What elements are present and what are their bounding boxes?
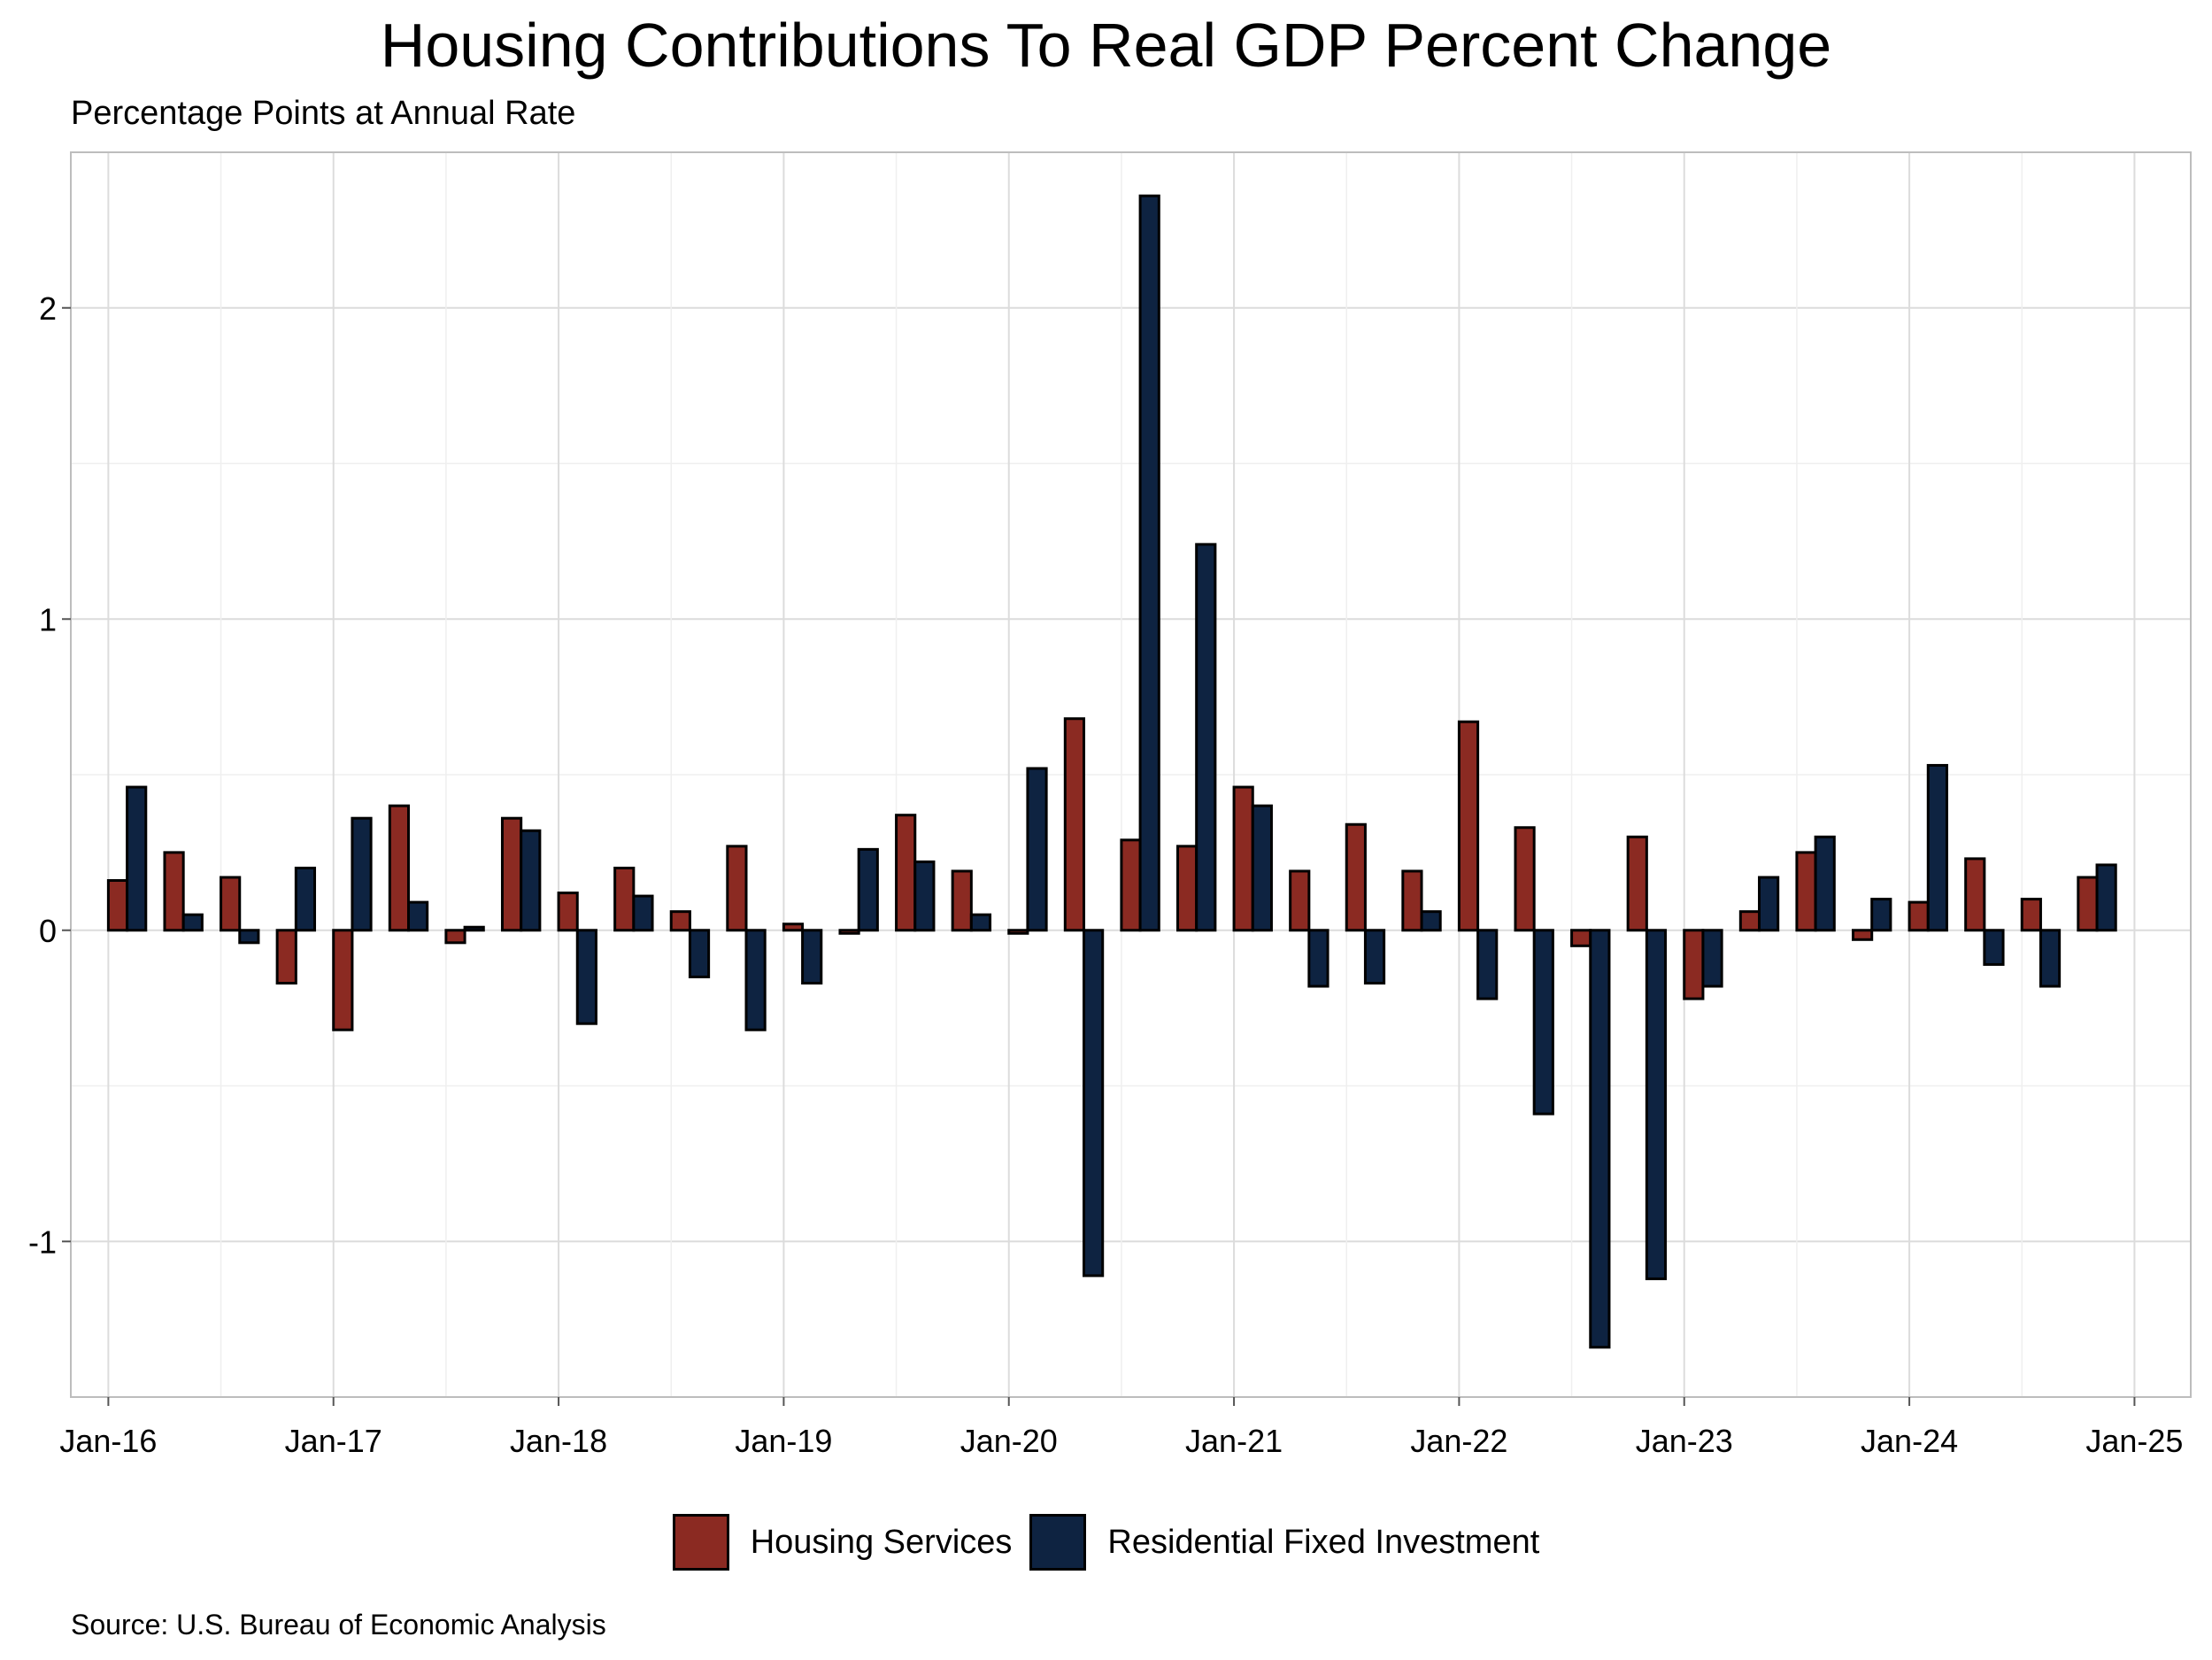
y-tick-label: -1 [28,1224,57,1260]
bar-residential-fixed-investment-2018-q3 [688,929,711,978]
bar-housing-services-2024-q1 [1908,900,1930,932]
x-tick-label: Jan-23 [1636,1423,1733,1459]
bar-housing-services-2016-q4 [275,929,297,985]
x-tick-label: Jan-21 [1185,1423,1283,1459]
bar-housing-services-2023-q3 [1795,851,1817,932]
chart-subtitle: Percentage Points at Annual Rate [71,95,576,132]
bar-housing-services-2023-q4 [1851,929,1874,941]
bar-residential-fixed-investment-2022-q3 [1589,929,1611,1349]
y-tick-label: 0 [39,913,57,949]
bar-housing-services-2017-q3 [444,929,466,945]
bar-residential-fixed-investment-2022-q2 [1532,929,1554,1116]
bar-housing-services-2018-q3 [669,910,691,932]
legend-item-housing-services: Housing Services [672,1514,1013,1571]
bar-residential-fixed-investment-2018-q1 [575,929,597,1025]
bar-housing-services-2024-q3 [2020,898,2042,932]
plot-border [70,151,2192,1398]
bar-residential-fixed-investment-2017-q2 [407,900,429,932]
bar-housing-services-2021-q4 [1401,869,1423,932]
chart-source: Source: U.S. Bureau of Economic Analysis [71,1609,606,1641]
bar-housing-services-2022-q4 [1626,835,1648,932]
bar-residential-fixed-investment-2024-q1 [1926,763,1948,932]
bar-residential-fixed-investment-2019-q1 [801,929,823,985]
legend-swatch-residential-fixed-investment [1029,1514,1087,1571]
x-tick-label: Jan-24 [1861,1423,1958,1459]
bar-residential-fixed-investment-2019-q3 [913,860,936,932]
bar-housing-services-2024-q4 [2077,876,2099,932]
bar-residential-fixed-investment-2022-q1 [1476,929,1499,1000]
bar-housing-services-2022-q2 [1514,826,1536,932]
bar-housing-services-2020-q4 [1175,845,1198,932]
bar-housing-services-2022-q3 [1570,929,1592,947]
bar-residential-fixed-investment-2020-q2 [1083,929,1105,1278]
bar-housing-services-2019-q1 [782,923,805,932]
y-tick-label: 2 [39,290,57,327]
bar-residential-fixed-investment-2017-q3 [463,925,485,932]
bar-housing-services-2017-q2 [388,804,411,932]
bar-housing-services-2021-q1 [1232,785,1254,932]
bar-residential-fixed-investment-2024-q4 [2095,863,2117,932]
bar-residential-fixed-investment-2020-q3 [1138,194,1160,932]
bar-residential-fixed-investment-2018-q2 [632,894,654,932]
bar-housing-services-2021-q2 [1289,869,1311,932]
bar-residential-fixed-investment-2016-q4 [294,866,317,932]
bar-residential-fixed-investment-2017-q1 [351,816,373,932]
bar-housing-services-2024-q2 [1964,857,1986,932]
bar-housing-services-2020-q1 [1007,929,1029,935]
bar-residential-fixed-investment-2023-q2 [1758,876,1780,932]
bar-residential-fixed-investment-2020-q1 [1026,767,1048,932]
legend-swatch-housing-services [672,1514,729,1571]
x-tick-label: Jan-17 [285,1423,382,1459]
bar-residential-fixed-investment-2021-q4 [1420,910,1442,932]
bar-residential-fixed-investment-2023-q4 [1870,898,1892,932]
bar-housing-services-2023-q1 [1683,929,1705,1000]
bar-residential-fixed-investment-2018-q4 [744,929,767,1031]
bar-housing-services-2020-q2 [1063,717,1086,932]
bar-housing-services-2019-q4 [951,869,973,932]
legend-item-residential-fixed-investment: Residential Fixed Investment [1029,1514,1539,1571]
bar-residential-fixed-investment-2024-q2 [1983,929,2005,966]
y-tick-label: 1 [39,601,57,637]
bar-housing-services-2023-q2 [1738,910,1761,932]
bar-residential-fixed-investment-2021-q1 [1251,804,1273,932]
bar-housing-services-2018-q4 [726,845,748,932]
bar-housing-services-2020-q3 [1120,838,1142,932]
bar-residential-fixed-investment-2024-q3 [2039,929,2062,988]
bar-housing-services-2016-q1 [106,879,129,932]
bar-housing-services-2016-q2 [163,851,185,932]
legend: Housing Services Residential Fixed Inves… [0,1514,2212,1571]
x-tick-label: Jan-19 [735,1423,832,1459]
bar-housing-services-2017-q1 [332,929,354,1031]
bar-housing-services-2018-q2 [613,866,636,932]
legend-label-residential-fixed-investment: Residential Fixed Investment [1107,1524,1540,1561]
bar-residential-fixed-investment-2021-q2 [1307,929,1330,988]
bar-residential-fixed-investment-2021-q3 [1363,929,1386,985]
bar-residential-fixed-investment-2016-q2 [181,913,204,932]
legend-label-housing-services: Housing Services [750,1524,1013,1561]
bar-residential-fixed-investment-2022-q4 [1645,929,1668,1280]
x-tick-label: Jan-22 [1410,1423,1507,1459]
bar-residential-fixed-investment-2016-q1 [126,785,148,932]
bar-housing-services-2022-q1 [1457,720,1480,932]
bar-residential-fixed-investment-2017-q4 [520,829,542,932]
bar-housing-services-2019-q3 [895,814,917,932]
bar-housing-services-2019-q2 [838,929,860,935]
bar-residential-fixed-investment-2019-q2 [857,847,879,932]
bar-residential-fixed-investment-2016-q3 [238,929,260,945]
bar-residential-fixed-investment-2020-q4 [1195,543,1217,932]
bar-housing-services-2018-q1 [557,892,579,932]
chart-title: Housing Contributions To Real GDP Percen… [380,11,1832,80]
x-tick-label: Jan-16 [59,1423,157,1459]
x-tick-label: Jan-18 [510,1423,607,1459]
x-tick-label: Jan-25 [2085,1423,2183,1459]
bar-housing-services-2021-q3 [1345,822,1367,932]
bar-residential-fixed-investment-2023-q3 [1814,835,1836,932]
x-tick-label: Jan-20 [960,1423,1058,1459]
bar-housing-services-2016-q3 [220,876,242,932]
bar-residential-fixed-investment-2019-q4 [969,913,992,932]
bar-housing-services-2017-q4 [500,816,523,932]
bar-residential-fixed-investment-2023-q1 [1701,929,1723,988]
